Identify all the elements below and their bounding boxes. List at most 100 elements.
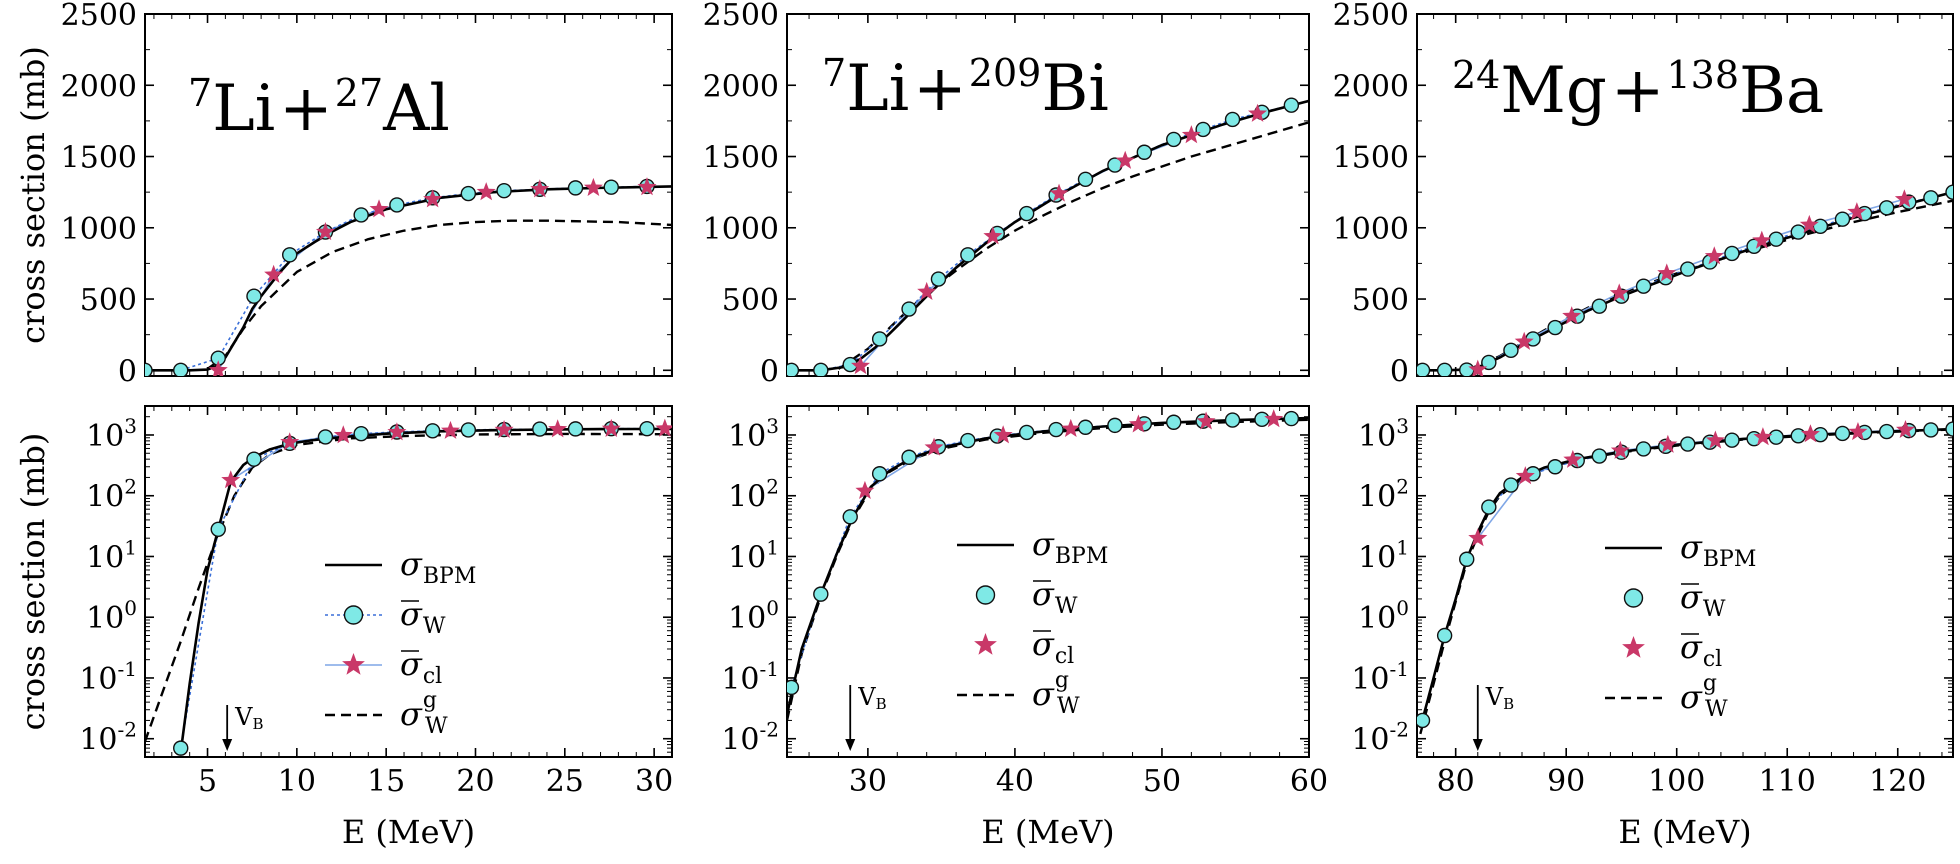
- data-point-w: [145, 362, 153, 376]
- data-point-w: [842, 509, 858, 525]
- y-tick-label: 10-1: [79, 657, 137, 697]
- legend-handle-cl: [1622, 636, 1645, 658]
- y-tick-label: 2000: [703, 69, 779, 104]
- data-point-cl: [655, 418, 672, 437]
- data-point-w: [210, 521, 226, 538]
- data-point-w: [871, 331, 888, 347]
- data-point-w: [424, 423, 441, 439]
- y-tick-label: 10-1: [721, 657, 779, 697]
- data-point-w: [1254, 411, 1270, 428]
- data-point-w: [567, 180, 584, 196]
- data-point-cl: [855, 480, 875, 500]
- data-point-w: [353, 425, 369, 442]
- x-axis-label: E (MeV): [342, 813, 475, 851]
- data-point-w: [1923, 422, 1939, 438]
- data-point-cl: [601, 418, 621, 437]
- data-point-w: [1459, 362, 1475, 376]
- data-point-w: [173, 362, 189, 376]
- axes-frame: [1416, 405, 1954, 758]
- y-tick-label: 0: [118, 354, 137, 389]
- y-tick-label: 100: [728, 596, 779, 636]
- data-point-w: [1680, 261, 1696, 277]
- data-point-cl: [221, 470, 241, 489]
- data-point-w: [1503, 342, 1519, 359]
- y-tick-label: 2500: [61, 0, 137, 33]
- series-line-sigma-w-bar: [790, 417, 1292, 688]
- data-point-cl: [369, 199, 389, 218]
- data-point-w: [496, 183, 512, 199]
- legend-label-w: σW: [400, 595, 446, 639]
- x-tick-label: 20: [456, 764, 494, 799]
- data-point-w: [1436, 362, 1453, 376]
- legend-label-wg: σg W: [1680, 671, 1728, 722]
- data-point-w: [317, 429, 334, 445]
- legend-label-cl: σcl: [400, 645, 442, 689]
- series-line-sigma-w-bar: [145, 185, 648, 372]
- data-point-cl: [1563, 449, 1583, 468]
- data-point-w: [1224, 111, 1241, 128]
- legend-label-w: σW: [1680, 578, 1726, 622]
- series-line-sigma-cl-bar: [859, 112, 1258, 367]
- data-point-w: [1768, 231, 1784, 247]
- data-point-cl: [1061, 418, 1081, 437]
- data-point-w: [1166, 414, 1182, 430]
- data-point-w: [960, 432, 976, 449]
- y-tick-label: 103: [86, 414, 137, 454]
- data-point-w: [1945, 184, 1953, 200]
- data-point-w: [1195, 121, 1211, 138]
- y-tick-label: 500: [80, 283, 137, 318]
- data-point-cl: [1799, 214, 1819, 234]
- y-tick-label: 1000: [703, 212, 779, 247]
- barrier-arrowhead: [1472, 739, 1483, 751]
- panel-3-log: 80 90 100 110 120 10-2 10-1 100 101 102 103 VB: [1351, 405, 1954, 799]
- data-point-w: [1166, 131, 1182, 148]
- legend-label-cl: σcl: [1680, 628, 1722, 672]
- series-line-sigma-bpm: [787, 416, 1309, 715]
- series-line-sigma-w-bar: [791, 104, 1292, 372]
- x-tick-label: 10: [278, 764, 316, 799]
- x-tick-label: 15: [367, 764, 405, 799]
- data-point-cl: [1248, 103, 1268, 122]
- y-tick-label: 1500: [61, 141, 137, 176]
- y-tick-label: 1000: [1333, 212, 1409, 247]
- data-point-w: [1591, 448, 1608, 464]
- plot-area: [1417, 419, 1953, 735]
- data-point-w: [1481, 354, 1497, 371]
- data-point-cl: [924, 437, 944, 456]
- legend-handle-cl: [342, 653, 365, 675]
- y-tick-label: 500: [722, 283, 779, 318]
- y-tick-label: 101: [1358, 535, 1409, 575]
- data-point-cl: [993, 425, 1013, 444]
- plot-area: [1417, 184, 1953, 376]
- data-point-cl: [315, 222, 335, 241]
- data-point-cl: [1562, 306, 1582, 325]
- data-point-w: [960, 247, 976, 263]
- data-point-w: [1680, 436, 1696, 452]
- data-point-cl: [983, 226, 1003, 245]
- data-point-w: [1048, 421, 1064, 438]
- data-point-w: [246, 288, 262, 304]
- data-point-cl: [1181, 125, 1201, 144]
- y-tick-label: 101: [728, 535, 779, 575]
- data-point-w: [246, 451, 262, 467]
- y-tick-label: 10-2: [721, 718, 779, 758]
- y-tick-label: 102: [728, 475, 779, 515]
- data-point-w: [460, 422, 477, 438]
- y-tick-label: 103: [1358, 414, 1409, 454]
- data-point-w: [1547, 459, 1563, 475]
- data-point-cl: [1753, 427, 1773, 446]
- data-point-w: [1459, 551, 1475, 567]
- axes-frame: [786, 405, 1310, 758]
- y-tick-label: 0: [760, 354, 779, 389]
- data-point-w: [1878, 200, 1895, 216]
- data-point-cl: [208, 360, 228, 376]
- x-axis-label: E (MeV): [1618, 813, 1751, 851]
- x-tick-label: 30: [635, 764, 673, 799]
- y-tick-label: 10-1: [1351, 657, 1409, 697]
- axes-frame: [786, 13, 1310, 377]
- data-point-cl: [1800, 424, 1820, 443]
- data-point-cl: [1049, 183, 1069, 202]
- data-point-w: [1834, 211, 1851, 227]
